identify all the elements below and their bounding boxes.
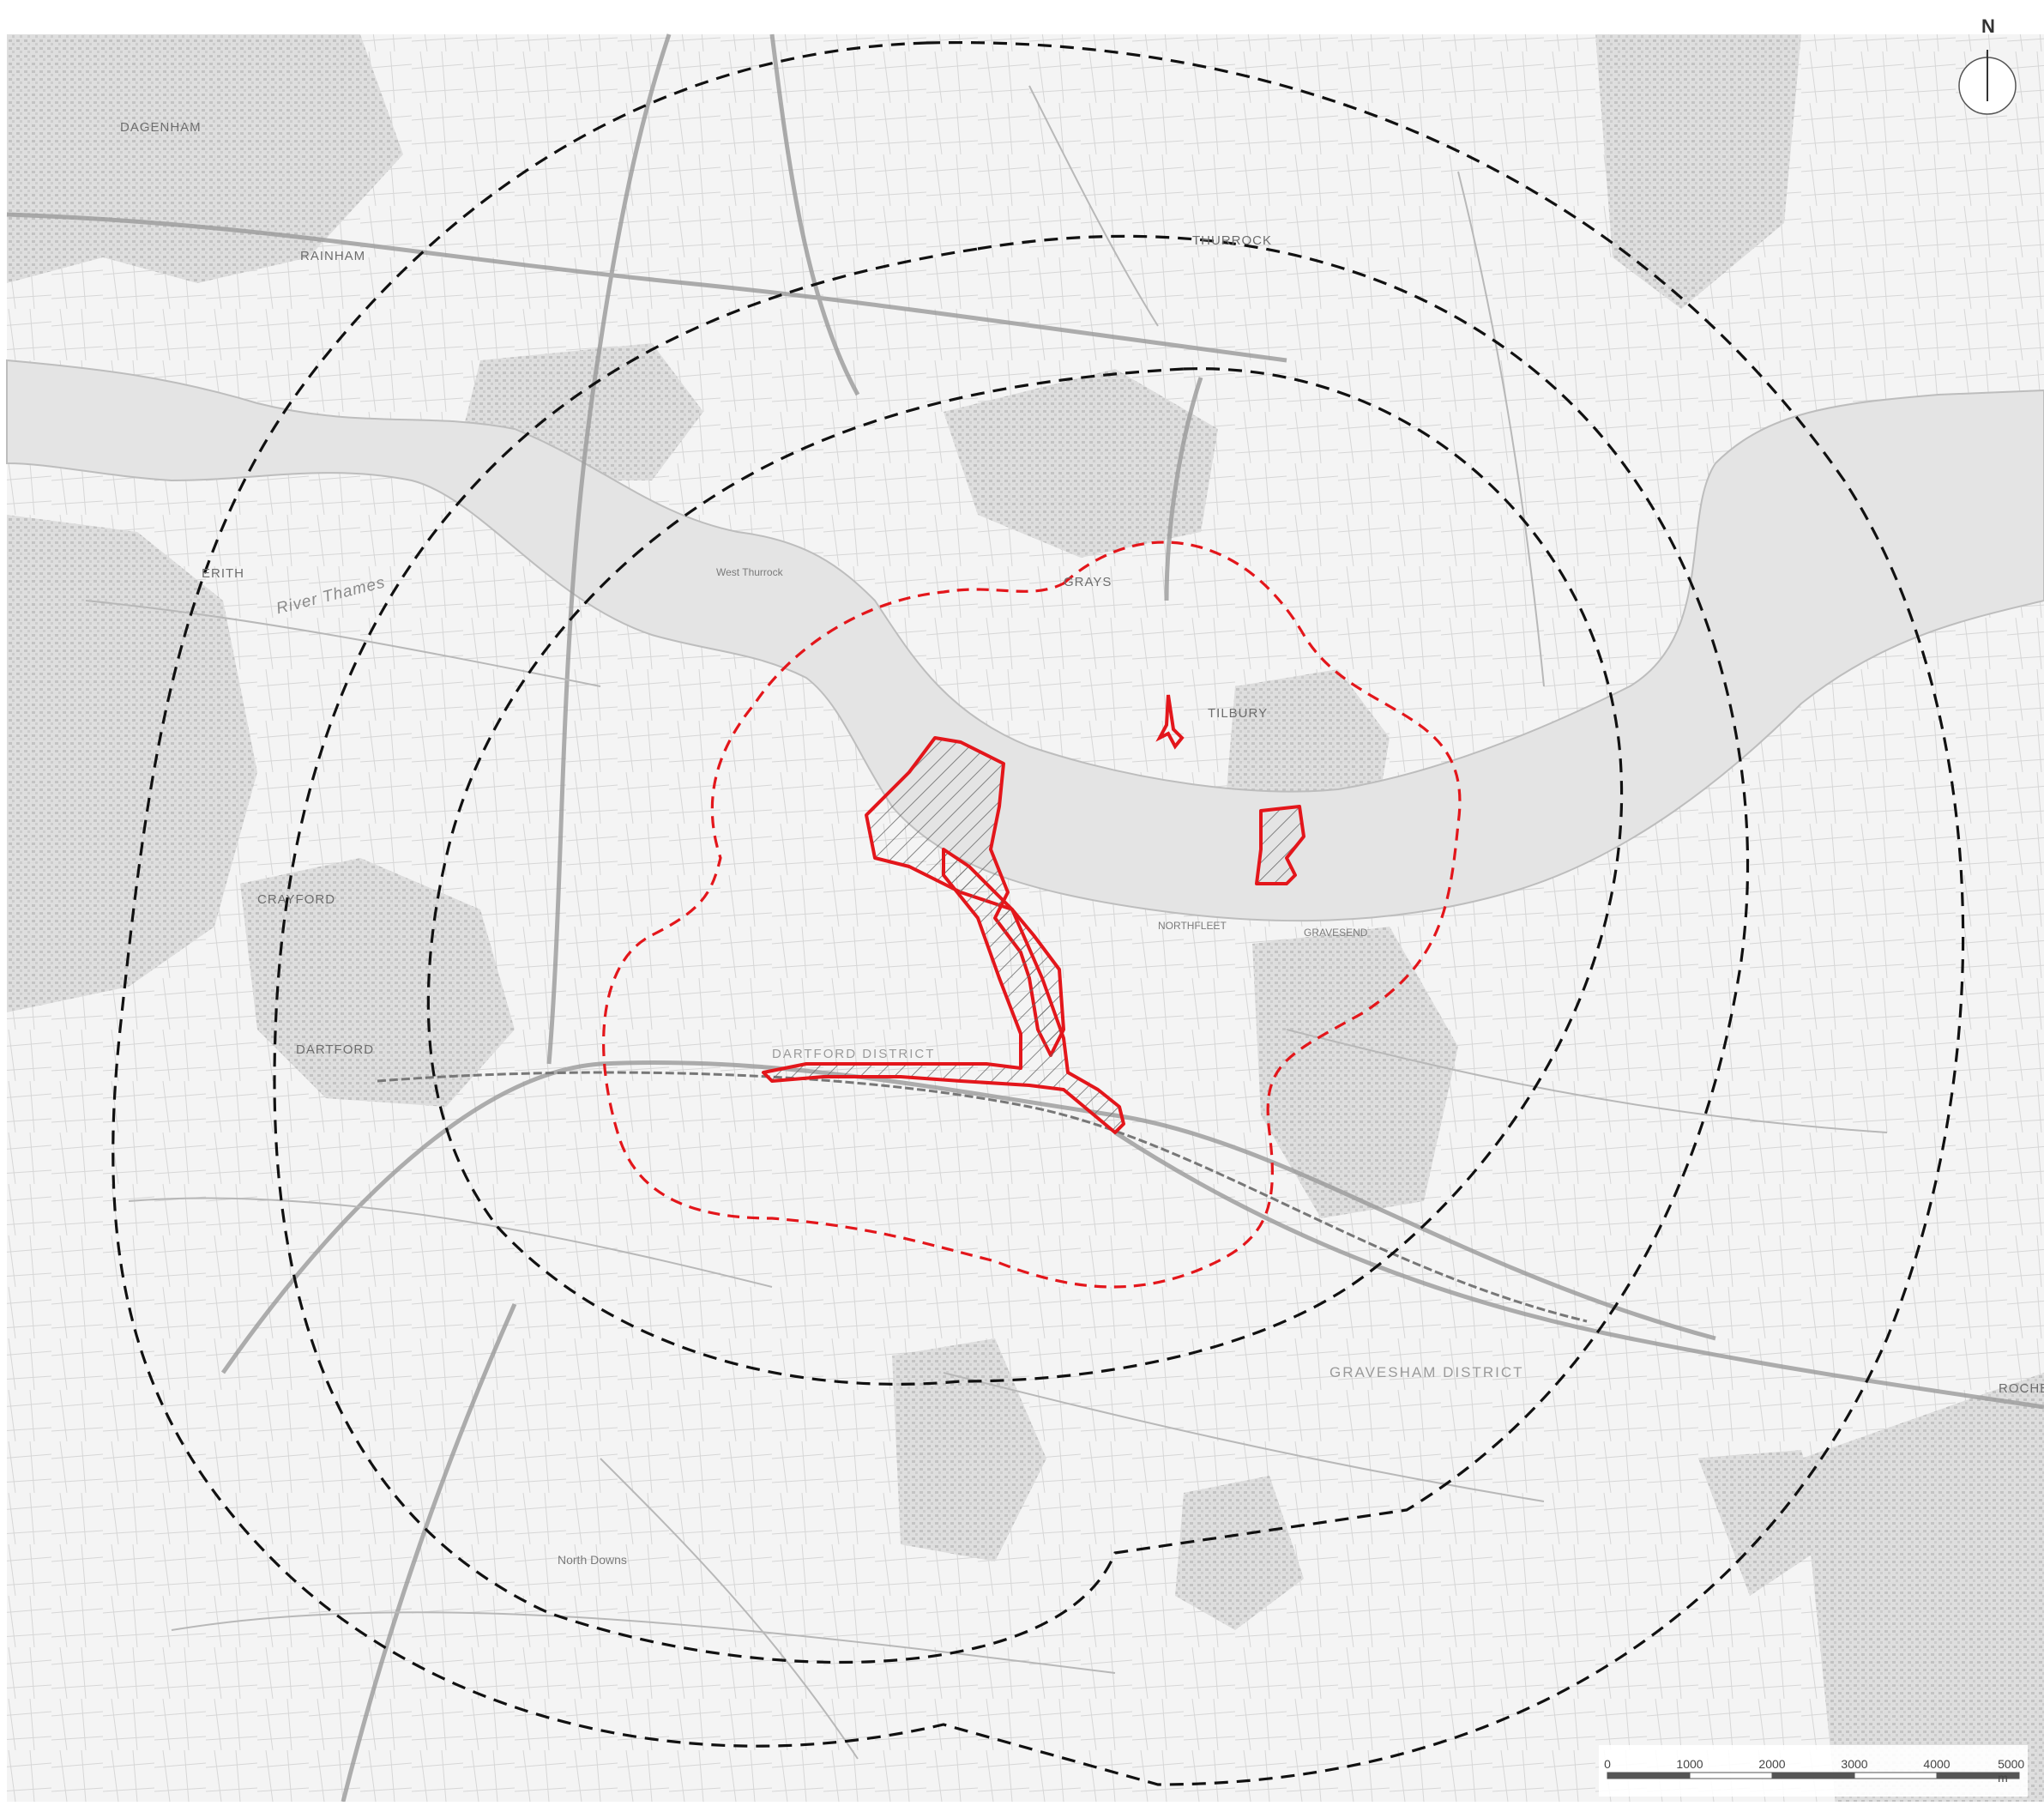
label-gravesend: GRAVESEND xyxy=(1304,927,1368,939)
scale-segment xyxy=(1771,1772,1855,1779)
red-buffer-zone xyxy=(602,541,1462,1289)
label-erith: ERITH xyxy=(202,566,244,581)
buffer-ring-inner xyxy=(426,367,1624,1386)
label-rochester: ROCHEST xyxy=(1999,1381,2044,1396)
buffer-rings xyxy=(112,40,1965,1786)
buffer-ring-outer xyxy=(112,40,1965,1786)
railway-line xyxy=(377,1071,1588,1323)
label-tilbury: TILBURY xyxy=(1208,706,1269,721)
site-boundary-tilbury-link xyxy=(1155,694,1185,750)
scale-segment xyxy=(1689,1772,1773,1779)
scale-tick-label: 5000 m xyxy=(1998,1757,2025,1785)
urban-areas xyxy=(7,34,2044,1802)
scale-segment xyxy=(1936,1772,2020,1779)
scale-segment xyxy=(1607,1772,1691,1779)
scale-segment xyxy=(1854,1772,1938,1779)
scale-tick-label: 1000 xyxy=(1676,1757,1703,1771)
scale-tick-label: 3000 xyxy=(1841,1757,1868,1771)
buffer-ring-middle xyxy=(273,234,1750,1664)
label-grays: GRAYS xyxy=(1064,575,1112,589)
label-northfleet: NORTHFLEET xyxy=(1158,920,1227,932)
site-boundary-tilbury xyxy=(1255,805,1305,885)
label-dartford: DARTFORD xyxy=(296,1042,375,1057)
river-thames xyxy=(6,359,2044,922)
label-north-downs: North Downs xyxy=(558,1553,627,1567)
site-boundary-corridor xyxy=(762,848,1125,1134)
label-rainham: RAINHAM xyxy=(300,249,366,263)
site-boundary xyxy=(762,694,1305,1134)
north-arrow-label: N xyxy=(1981,15,1995,37)
label-gravesham-district: GRAVESHAM DISTRICT xyxy=(1330,1364,1524,1380)
label-crayford: CRAYFORD xyxy=(257,892,336,907)
scale-bar-graphic xyxy=(1607,1772,2020,1779)
label-dagenham: DAGENHAM xyxy=(120,120,202,135)
label-thurrock: THURROCK xyxy=(1192,233,1272,248)
label-dartford-district: DARTFORD DISTRICT xyxy=(772,1047,936,1061)
scale-tick-label: 0 xyxy=(1604,1757,1611,1771)
scale-tick-label: 2000 xyxy=(1758,1757,1786,1771)
north-arrow-icon xyxy=(1958,50,2017,115)
scale-bar: 0 1000 2000 3000 4000 5000 m xyxy=(1599,1745,2028,1797)
label-west-thurrock: West Thurrock xyxy=(716,566,783,578)
scale-tick-label: 4000 xyxy=(1923,1757,1951,1771)
major-roads xyxy=(6,33,2044,1803)
minor-roads xyxy=(85,85,1888,1760)
